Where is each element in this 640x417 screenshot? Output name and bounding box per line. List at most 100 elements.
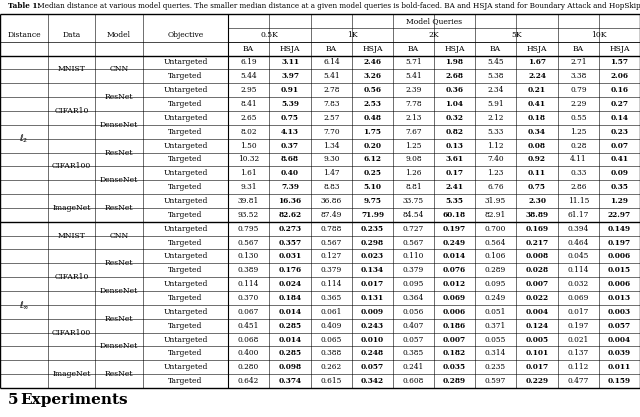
Text: 0.75: 0.75 [281, 114, 299, 122]
Text: 1.34: 1.34 [323, 142, 340, 150]
Text: 8.02: 8.02 [240, 128, 257, 136]
Text: Untargeted: Untargeted [163, 252, 208, 260]
Text: 6.12: 6.12 [364, 156, 381, 163]
Text: 31.95: 31.95 [485, 197, 506, 205]
Text: Untargeted: Untargeted [163, 58, 208, 66]
Text: Model Queries: Model Queries [406, 17, 462, 25]
Text: 0.127: 0.127 [321, 252, 342, 260]
Text: 0.134: 0.134 [361, 266, 384, 274]
Text: 2.46: 2.46 [364, 58, 381, 66]
Text: 7.67: 7.67 [405, 128, 422, 136]
Text: Targeted: Targeted [168, 72, 203, 80]
Text: 3.61: 3.61 [445, 156, 463, 163]
Text: 2.39: 2.39 [405, 86, 422, 94]
Text: ResNet: ResNet [105, 148, 133, 156]
Text: Targeted: Targeted [168, 128, 203, 136]
Text: 0.067: 0.067 [238, 308, 259, 316]
Text: 0.36: 0.36 [445, 86, 463, 94]
Text: 8.68: 8.68 [281, 156, 299, 163]
Text: 0.023: 0.023 [361, 252, 384, 260]
Text: 0.028: 0.028 [525, 266, 548, 274]
Text: 0.017: 0.017 [568, 308, 589, 316]
Text: 0.365: 0.365 [321, 294, 342, 302]
Text: 0.017: 0.017 [525, 363, 548, 371]
Text: 0.137: 0.137 [568, 349, 589, 357]
Text: 0.229: 0.229 [525, 377, 548, 385]
Text: 2.68: 2.68 [445, 72, 463, 80]
Text: MNIST: MNIST [58, 65, 85, 73]
Text: 87.49: 87.49 [321, 211, 342, 219]
Text: 0.131: 0.131 [361, 294, 384, 302]
Text: 0.27: 0.27 [611, 100, 628, 108]
Text: 0.477: 0.477 [568, 377, 589, 385]
Text: 5.91: 5.91 [487, 100, 504, 108]
Text: 2.86: 2.86 [570, 183, 587, 191]
Text: 10K: 10K [591, 31, 607, 39]
Text: 0.409: 0.409 [321, 322, 342, 330]
Text: ResNet: ResNet [105, 204, 133, 212]
Text: 0.379: 0.379 [321, 266, 342, 274]
Text: 0.015: 0.015 [608, 266, 631, 274]
Text: 1K: 1K [347, 31, 357, 39]
Text: 2.29: 2.29 [570, 100, 587, 108]
Text: HSJA: HSJA [609, 45, 630, 53]
Text: Model: Model [107, 31, 131, 39]
Text: 0.262: 0.262 [321, 363, 342, 371]
Text: 0.110: 0.110 [403, 252, 424, 260]
Text: 0.357: 0.357 [278, 239, 301, 246]
Text: 93.52: 93.52 [238, 211, 259, 219]
Text: 0.370: 0.370 [238, 294, 259, 302]
Text: 0.388: 0.388 [321, 349, 342, 357]
Text: 0.82: 0.82 [445, 128, 463, 136]
Text: DenseNet: DenseNet [100, 342, 138, 350]
Text: DenseNet: DenseNet [100, 176, 138, 184]
Text: 33.75: 33.75 [403, 197, 424, 205]
Text: 38.89: 38.89 [525, 211, 548, 219]
Text: 8.83: 8.83 [323, 183, 340, 191]
Text: 0.009: 0.009 [361, 308, 384, 316]
Text: $\ell_2$: $\ell_2$ [19, 133, 29, 145]
Text: 0.114: 0.114 [321, 280, 342, 288]
Text: 0.124: 0.124 [525, 322, 548, 330]
Text: 3.11: 3.11 [281, 58, 299, 66]
Text: 9.30: 9.30 [323, 156, 340, 163]
Text: 1.23: 1.23 [487, 169, 504, 177]
Text: Untargeted: Untargeted [163, 86, 208, 94]
Text: 0.035: 0.035 [443, 363, 466, 371]
Text: 5.45: 5.45 [487, 58, 504, 66]
Text: 8.41: 8.41 [240, 100, 257, 108]
Text: 1.25: 1.25 [405, 142, 422, 150]
Text: Untargeted: Untargeted [163, 169, 208, 177]
Text: DenseNet: DenseNet [100, 121, 138, 129]
Text: 0.379: 0.379 [403, 266, 424, 274]
Text: 0.298: 0.298 [361, 239, 384, 246]
Text: CNN: CNN [109, 65, 129, 73]
Text: 16.36: 16.36 [278, 197, 301, 205]
Text: DenseNet: DenseNet [100, 287, 138, 295]
Text: 5.33: 5.33 [487, 128, 504, 136]
Text: 0.13: 0.13 [445, 142, 463, 150]
Text: 0.197: 0.197 [568, 322, 589, 330]
Text: 9.31: 9.31 [240, 183, 257, 191]
Text: 0.28: 0.28 [570, 142, 587, 150]
Text: 0.045: 0.045 [568, 252, 589, 260]
Text: 0.031: 0.031 [278, 252, 301, 260]
Text: 0.371: 0.371 [485, 322, 506, 330]
Text: 5.41: 5.41 [323, 72, 340, 80]
Text: Untargeted: Untargeted [163, 225, 208, 233]
Text: 0.23: 0.23 [611, 128, 628, 136]
Text: ResNet: ResNet [105, 93, 133, 101]
Text: 1.04: 1.04 [445, 100, 463, 108]
Text: 0.014: 0.014 [278, 336, 301, 344]
Text: 1.50: 1.50 [240, 142, 257, 150]
Text: 2.78: 2.78 [323, 86, 340, 94]
Text: 0.007: 0.007 [525, 280, 548, 288]
Text: 0.235: 0.235 [485, 363, 506, 371]
Text: 0.91: 0.91 [281, 86, 299, 94]
Text: 0.176: 0.176 [278, 266, 301, 274]
Text: 0.11: 0.11 [528, 169, 546, 177]
Text: 1.57: 1.57 [611, 58, 628, 66]
Text: Targeted: Targeted [168, 183, 203, 191]
Text: 0.065: 0.065 [321, 336, 342, 344]
Text: Data: Data [62, 31, 81, 39]
